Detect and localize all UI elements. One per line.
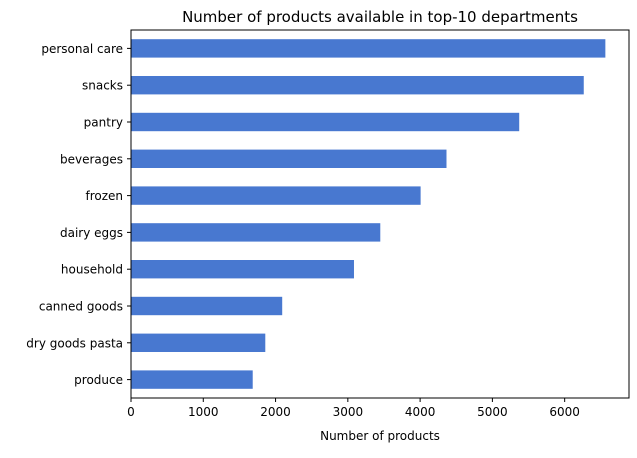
y-tick-label: frozen [85, 189, 123, 203]
x-tick-label: 0 [127, 405, 135, 419]
x-tick-label: 5000 [477, 405, 508, 419]
bar-produce [131, 370, 253, 389]
y-tick-label: pantry [84, 116, 123, 130]
plot-frame [130, 29, 630, 399]
y-tick-label: canned goods [39, 300, 123, 314]
x-axis-label: Number of products [320, 429, 440, 443]
x-axis: 0 1000 2000 3000 4000 5000 6000 [127, 398, 580, 419]
y-tick-label: dairy eggs [60, 226, 123, 240]
y-tick-label: household [61, 263, 123, 277]
x-tick-label: 6000 [549, 405, 580, 419]
bar-pantry [131, 112, 520, 132]
x-tick-label: 2000 [260, 405, 291, 419]
x-tick-label: 4000 [405, 405, 436, 419]
chart-title: Number of products available in top-10 d… [182, 8, 578, 26]
x-tick-label: 3000 [333, 405, 364, 419]
y-tick-label: produce [74, 373, 123, 387]
y-tick-label: beverages [60, 152, 123, 166]
bar-beverages [131, 149, 447, 168]
bar-household [131, 260, 354, 279]
y-tick-label: personal care [41, 42, 123, 56]
bar-personal-care [131, 39, 606, 58]
bar-canned-goods [131, 296, 283, 316]
bars-layer [131, 39, 606, 389]
y-tick-label: snacks [82, 79, 123, 93]
bar-frozen [131, 186, 421, 205]
bar-dry-goods-pasta [131, 333, 266, 352]
bar-dairy-eggs [131, 223, 381, 242]
x-tick-label: 1000 [188, 405, 219, 419]
bar-snacks [131, 76, 584, 95]
y-tick-label: dry goods pasta [26, 336, 123, 350]
y-axis: personal care snacks pantry beverages frozen… [26, 42, 131, 387]
